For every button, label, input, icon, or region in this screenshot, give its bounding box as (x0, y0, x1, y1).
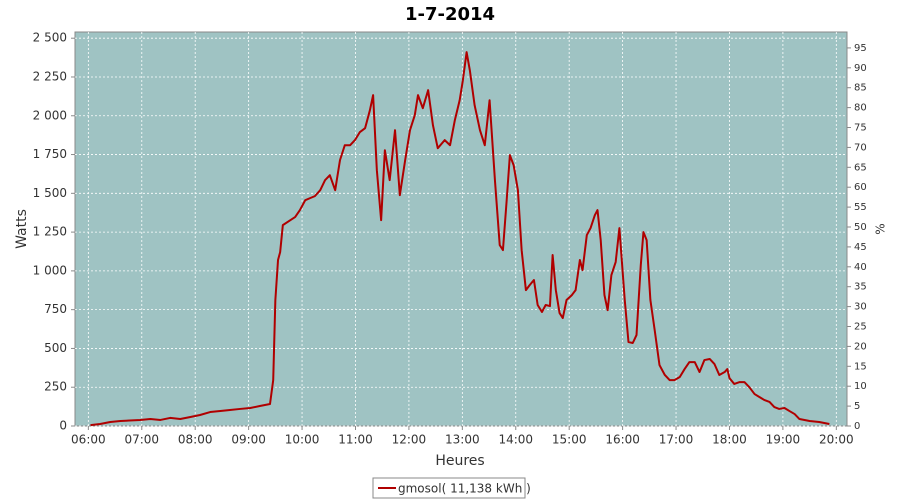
x-axis-title: Heures (435, 453, 484, 469)
y2-tick-label: 95 (854, 43, 867, 54)
y2-tick-label: 50 (854, 222, 867, 233)
x-tick-label: 17:00 (659, 433, 694, 447)
y2-tick-label: 5 (854, 401, 860, 412)
y2-tick-label: 55 (854, 202, 867, 213)
y2-tick-label: 75 (854, 123, 867, 134)
x-tick-label: 07:00 (124, 433, 159, 447)
legend-label: gmosol( 11,138 kWh ) (398, 482, 531, 496)
y-tick-label: 250 (44, 380, 67, 394)
y2-tick-label: 90 (854, 63, 867, 74)
y2-axis-title: % (874, 223, 888, 234)
x-tick-label: 11:00 (338, 433, 373, 447)
chart-title: 1-7-2014 (405, 4, 495, 25)
x-tick-label: 15:00 (552, 433, 587, 447)
y2-tick-label: 80 (854, 103, 867, 114)
x-tick-label: 06:00 (71, 433, 106, 447)
y-tick-label: 1 500 (33, 186, 67, 200)
y2-tick-label: 60 (854, 182, 867, 193)
y-tick-label: 1 250 (33, 225, 67, 239)
y2-tick-label: 10 (854, 381, 867, 392)
y2-tick-label: 45 (854, 242, 867, 253)
y-tick-label: 1 750 (33, 147, 67, 161)
y-tick-label: 2 500 (33, 31, 67, 45)
y-tick-label: 2 000 (33, 108, 67, 122)
y-tick-label: 500 (44, 341, 67, 355)
y2-tick-label: 25 (854, 322, 867, 333)
y-tick-label: 1 000 (33, 263, 67, 277)
y2-tick-label: 65 (854, 162, 867, 173)
x-tick-label: 14:00 (498, 433, 533, 447)
y-tick-label: 2 250 (33, 69, 67, 83)
y2-tick-label: 85 (854, 83, 867, 94)
y2-tick-label: 35 (854, 282, 867, 293)
y-axis-title: Watts (14, 209, 30, 249)
x-tick-label: 16:00 (605, 433, 640, 447)
x-tick-label: 13:00 (445, 433, 480, 447)
data-line (90, 51, 830, 427)
y-tick-label: 0 (59, 419, 67, 433)
legend (372, 477, 526, 499)
y-tick-label: 750 (44, 302, 67, 316)
x-tick-label: 18:00 (712, 433, 747, 447)
y2-tick-label: 30 (854, 302, 867, 313)
x-tick-label: 19:00 (766, 433, 801, 447)
y2-tick-label: 40 (854, 262, 867, 273)
x-tick-label: 10:00 (285, 433, 320, 447)
y2-tick-label: 0 (854, 421, 860, 432)
x-tick-label: 08:00 (178, 433, 213, 447)
x-tick-label: 12:00 (392, 433, 427, 447)
y2-tick-label: 20 (854, 341, 867, 352)
x-tick-label: 09:00 (231, 433, 266, 447)
y2-tick-label: 15 (854, 361, 867, 372)
x-tick-label: 20:00 (819, 433, 854, 447)
y2-tick-label: 70 (854, 142, 867, 153)
